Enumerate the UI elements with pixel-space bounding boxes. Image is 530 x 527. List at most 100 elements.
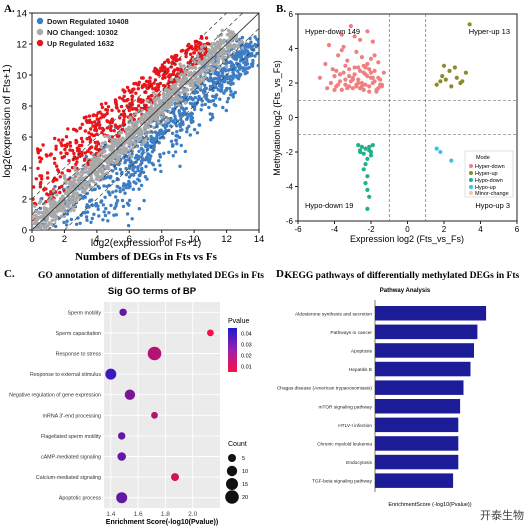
- up-regulated-point: [95, 132, 99, 136]
- kegg-pathway-label: Pathways in cancer: [330, 330, 372, 336]
- y-tick-label: 10: [16, 71, 27, 82]
- up-regulated-point: [60, 171, 64, 175]
- unchanged-point: [151, 91, 155, 95]
- down-regulated-point: [192, 91, 197, 95]
- legend-label-hypo-up: Hypo-up: [475, 185, 496, 191]
- down-regulated-point: [104, 206, 108, 211]
- hypo-down-point: [363, 181, 368, 186]
- down-regulated-point: [210, 79, 214, 83]
- hyper-down-point: [376, 60, 381, 65]
- hyper-down-point: [345, 58, 350, 63]
- down-regulated-point: [174, 138, 178, 142]
- down-regulated-point: [106, 190, 111, 194]
- down-regulated-point: [148, 157, 152, 161]
- x-tick-label: 0: [29, 234, 34, 245]
- up-regulated-point: [99, 102, 104, 107]
- unchanged-point: [190, 66, 194, 70]
- hypo-down-point: [365, 156, 370, 161]
- down-regulated-point: [171, 154, 175, 158]
- unchanged-point: [42, 202, 46, 206]
- up-regulated-point: [106, 120, 110, 124]
- down-regulated-point: [69, 217, 74, 222]
- down-regulated-point: [227, 86, 232, 91]
- unchanged-point: [220, 28, 224, 33]
- unchanged-point: [40, 210, 44, 215]
- unchanged-point: [72, 208, 76, 212]
- unchanged-point: [143, 129, 147, 133]
- hyper-down-point: [368, 70, 374, 75]
- down-regulated-point: [134, 181, 138, 185]
- down-regulated-point: [224, 75, 228, 79]
- unchanged-point: [93, 170, 98, 174]
- unchanged-point: [122, 150, 126, 155]
- go-term-point: [119, 308, 127, 316]
- watermark-text: 开泰生物: [480, 509, 524, 522]
- down-regulated-point: [137, 187, 141, 191]
- up-regulated-point: [130, 97, 134, 102]
- down-regulated-point: [99, 199, 104, 203]
- unchanged-point: [203, 72, 207, 77]
- up-regulated-point: [95, 117, 100, 121]
- unchanged-point: [137, 130, 141, 134]
- unchanged-point: [66, 194, 70, 198]
- unchanged-point: [106, 164, 111, 168]
- up-regulated-point: [91, 133, 95, 138]
- hyper-down-point: [372, 79, 377, 84]
- hyper-down-point: [337, 72, 343, 77]
- kegg-pathway-label: HTLV-I infection: [338, 423, 372, 429]
- hyper-down-point: [336, 53, 341, 58]
- panel-c-x-axis-label: Enrichment Score(-log10(Pvalue)): [106, 519, 218, 526]
- down-regulated-point: [153, 167, 157, 172]
- unchanged-point: [163, 120, 168, 124]
- down-regulated-point: [118, 167, 123, 172]
- down-regulated-point: [90, 203, 95, 208]
- unchanged-point: [227, 51, 231, 55]
- hyper-down-point: [352, 34, 357, 39]
- down-regulated-point: [157, 132, 162, 137]
- up-regulated-point: [87, 114, 92, 118]
- unchanged-point: [171, 86, 175, 90]
- down-regulated-point: [209, 118, 213, 122]
- unchanged-point: [178, 62, 182, 66]
- down-regulated-point: [109, 203, 113, 208]
- up-regulated-point: [140, 76, 144, 80]
- unchanged-point: [118, 140, 123, 145]
- unchanged-point: [71, 200, 75, 204]
- unchanged-point: [183, 71, 187, 75]
- down-regulated-point: [164, 128, 168, 133]
- hyper-down-point: [343, 82, 348, 87]
- down-regulated-point: [217, 71, 221, 75]
- down-regulated-point: [178, 164, 182, 168]
- down-regulated-point: [173, 114, 177, 118]
- hyper-down-point: [334, 68, 339, 73]
- unchanged-point: [43, 221, 48, 225]
- down-regulated-point: [231, 95, 235, 99]
- unchanged-point: [136, 119, 141, 123]
- unchanged-point: [153, 106, 157, 110]
- hyper-up-point: [452, 65, 457, 70]
- down-regulated-point: [103, 195, 107, 199]
- unchanged-point: [64, 187, 69, 191]
- panel-c-count-legend: Count 5 10 15 20: [225, 441, 248, 504]
- up-regulated-point: [188, 52, 193, 56]
- unchanged-point: [49, 205, 53, 210]
- x-tick-label: 8: [159, 234, 164, 245]
- quadrant-label-hyper-up: Hyper-up 13: [469, 27, 510, 36]
- down-regulated-point: [211, 115, 215, 120]
- x-tick-label: 1.4: [106, 511, 115, 518]
- hyper-up-point: [447, 68, 452, 73]
- down-regulated-point: [175, 130, 179, 134]
- down-regulated-point: [195, 131, 200, 135]
- down-regulated-point: [190, 117, 194, 121]
- down-regulated-point: [175, 134, 180, 138]
- unchanged-point: [49, 212, 54, 216]
- hyper-down-point: [356, 77, 361, 82]
- unchanged-point: [196, 82, 200, 86]
- y-tick-label: 4: [289, 45, 294, 54]
- down-regulated-point: [78, 221, 82, 225]
- up-regulated-point: [94, 113, 99, 118]
- down-regulated-point: [257, 40, 259, 45]
- down-regulated-point: [96, 184, 100, 189]
- hyper-up-point: [440, 74, 445, 79]
- unchanged-point: [184, 101, 188, 105]
